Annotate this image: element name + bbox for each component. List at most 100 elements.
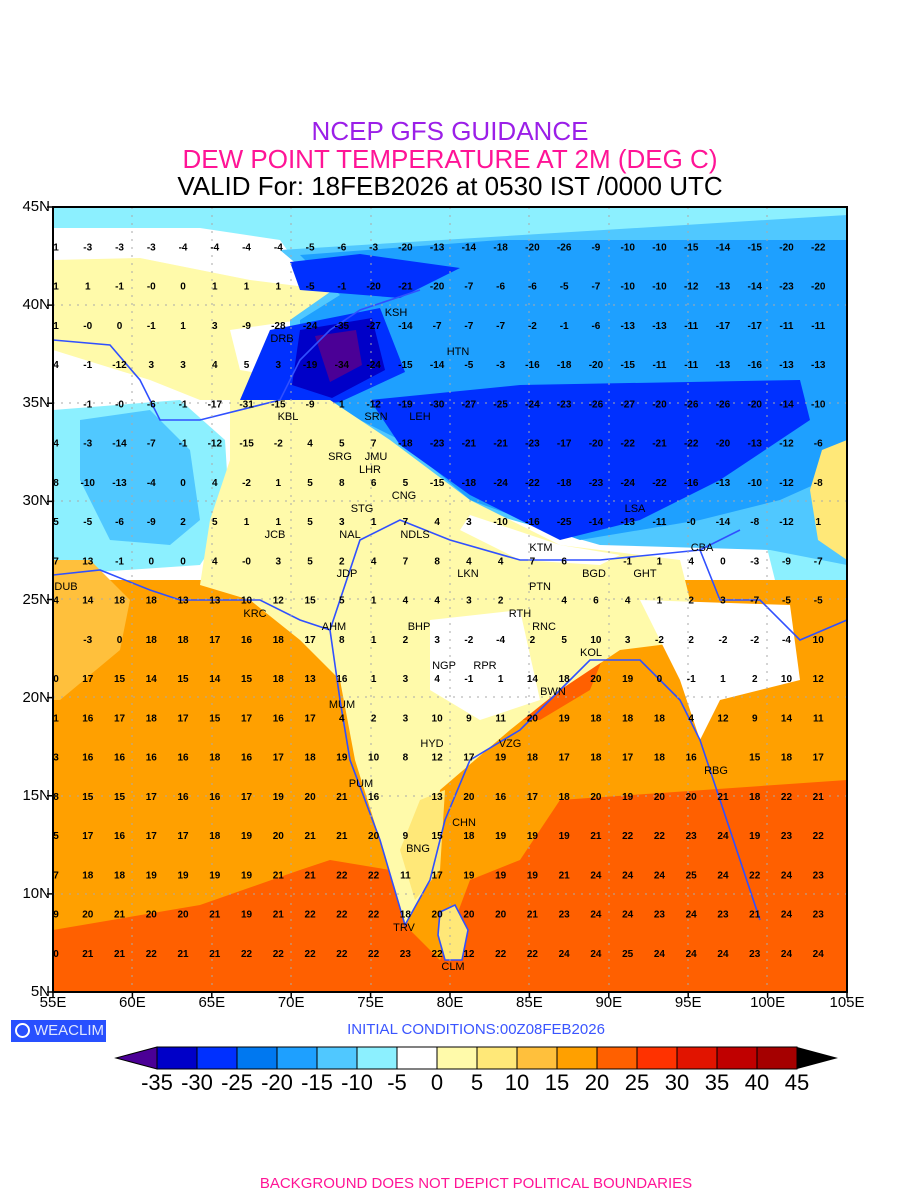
grid-value: 1 — [53, 282, 59, 293]
grid-value: 1 — [720, 674, 726, 685]
grid-value: 16 — [209, 792, 221, 803]
grid-value: 23 — [813, 870, 825, 881]
grid-value: -11 — [780, 321, 794, 332]
grid-value: 25 — [686, 870, 698, 881]
grid-value: 20 — [146, 910, 158, 921]
grid-value: -7 — [591, 282, 600, 293]
grid-value: -20 — [716, 439, 731, 450]
grid-value: 18 — [209, 831, 221, 842]
grid-value: 14 — [82, 596, 94, 607]
grid-value: -9 — [242, 321, 251, 332]
grid-value: 24 — [590, 910, 602, 921]
grid-value: 13 — [82, 556, 94, 567]
lat-label: 5N — [30, 983, 50, 1000]
grid-value: -20 — [398, 242, 413, 253]
grid-value: 3 — [276, 556, 282, 567]
colorbar-swatch — [196, 1046, 238, 1070]
grid-value: 18 — [146, 596, 158, 607]
grid-value: 13 — [177, 596, 189, 607]
grid-value: 1 — [276, 478, 282, 489]
station-label: NAL — [339, 529, 360, 541]
shade-white-band — [460, 515, 620, 565]
grid-value: 18 — [559, 792, 571, 803]
grid-value: -12 — [684, 282, 699, 293]
grid-value: -2 — [242, 478, 251, 489]
grid-value: 21 — [114, 949, 126, 960]
grid-value: 24 — [781, 870, 793, 881]
grid-value: 17 — [209, 635, 221, 646]
colorbar-label: 15 — [544, 1070, 570, 1095]
grid-value: -5 — [814, 596, 823, 607]
grid-value: -6 — [496, 282, 505, 293]
grid-value: -4 — [496, 635, 505, 646]
grid-value: -26 — [716, 399, 731, 410]
station-label: JCB — [265, 529, 286, 541]
grid-value: -13 — [716, 360, 731, 371]
grid-value: -24 — [493, 478, 508, 489]
grid-value: -5 — [464, 360, 473, 371]
grid-value: -21 — [462, 439, 477, 450]
grid-value: 18 — [273, 674, 285, 685]
grid-value: -8 — [814, 478, 823, 489]
grid-value: 9 — [466, 713, 472, 724]
grid-value: 22 — [368, 910, 380, 921]
grid-value: -10 — [652, 242, 667, 253]
grid-value: -25 — [557, 517, 572, 528]
grid-value: -13 — [747, 439, 762, 450]
grid-value: 18 — [527, 753, 539, 764]
grid-value: -7 — [147, 439, 156, 450]
grid-value: 1 — [53, 242, 59, 253]
grid-value: 19 — [241, 870, 253, 881]
grid-value: 7 — [53, 556, 59, 567]
logo-text: WEACLIM — [34, 1022, 105, 1039]
grid-value: -14 — [589, 517, 604, 528]
grid-value: 14 — [209, 674, 221, 685]
colorbar — [114, 1046, 838, 1070]
grid-value: 22 — [146, 949, 158, 960]
grid-value: -12 — [779, 439, 794, 450]
grid-value: 17 — [622, 753, 634, 764]
station-label: KOL — [580, 647, 602, 659]
grid-value: -1 — [623, 556, 632, 567]
grid-value: 1 — [371, 674, 377, 685]
grid-value: 21 — [336, 831, 348, 842]
station-label: JDP — [337, 568, 358, 580]
grid-value: 16 — [146, 753, 158, 764]
grid-value: 1 — [815, 517, 821, 528]
colorbar-max-arrow — [797, 1047, 838, 1069]
colorbar-swatch — [556, 1046, 598, 1070]
grid-value: -5 — [782, 596, 791, 607]
grid-value: 18 — [622, 713, 634, 724]
grid-value: 17 — [241, 792, 253, 803]
colorbar-swatch — [676, 1046, 718, 1070]
grid-value: -22 — [684, 439, 699, 450]
grid-value: 19 — [495, 831, 507, 842]
grid-value: -9 — [306, 399, 315, 410]
station-label: PUM — [349, 778, 373, 790]
grid-value: -14 — [779, 399, 794, 410]
grid-value: -10 — [620, 242, 635, 253]
grid-value: 22 — [749, 870, 761, 881]
grid-value: -10 — [620, 282, 635, 293]
title-valid-time: VALID For: 18FEB2026 at 0530 IST /0000 U… — [177, 171, 723, 201]
grid-value: -15 — [239, 439, 254, 450]
colorbar-label: 35 — [704, 1070, 730, 1095]
grid-value: 8 — [339, 478, 345, 489]
grid-value: 21 — [749, 910, 761, 921]
grid-value: 19 — [559, 831, 571, 842]
shade-deep-blue-north — [290, 254, 460, 298]
grid-value: 1 — [276, 282, 282, 293]
grid-value: 1 — [276, 517, 282, 528]
grid-value: -24 — [303, 321, 318, 332]
station-label: MUM — [329, 699, 355, 711]
grid-value: 1 — [657, 596, 663, 607]
station-label: DUB — [54, 581, 77, 593]
grid-value: 0 — [180, 556, 186, 567]
colorbar-swatch — [636, 1046, 678, 1070]
grid-value: -13 — [620, 517, 635, 528]
shade-east-yellow — [810, 440, 847, 560]
grid-value: 4 — [339, 713, 345, 724]
grid-value: -15 — [620, 360, 635, 371]
station-label: GHT — [633, 568, 657, 580]
lat-label: 45N — [22, 198, 50, 215]
